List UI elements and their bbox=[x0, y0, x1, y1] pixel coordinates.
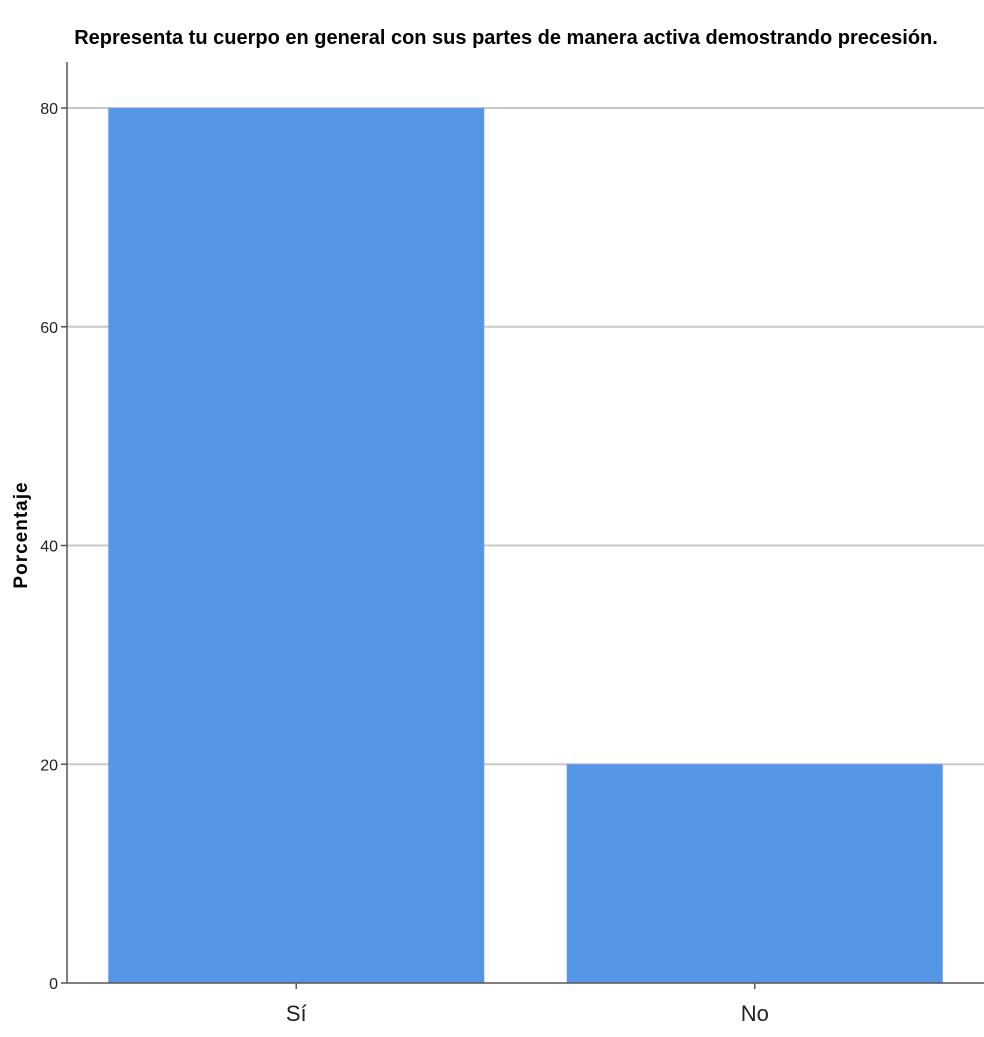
x-tick-label: Sí bbox=[286, 1001, 307, 1026]
y-tick-label: 60 bbox=[40, 320, 58, 337]
bar-0 bbox=[108, 108, 485, 983]
x-tick-label: No bbox=[741, 1001, 769, 1026]
chart-title: Representa tu cuerpo en general con sus … bbox=[74, 27, 938, 49]
bar-1 bbox=[566, 764, 943, 983]
y-tick-label: 40 bbox=[40, 539, 58, 556]
y-ticks: 0 20 40 60 80 bbox=[40, 101, 67, 993]
x-ticks: Sí No bbox=[286, 983, 769, 1026]
y-tick-label: 0 bbox=[49, 976, 58, 993]
bars bbox=[108, 108, 943, 983]
y-tick-label: 80 bbox=[40, 101, 58, 118]
axes bbox=[66, 62, 984, 984]
y-axis-label: Porcentaje bbox=[11, 481, 32, 588]
y-tick-label: 20 bbox=[40, 757, 58, 774]
